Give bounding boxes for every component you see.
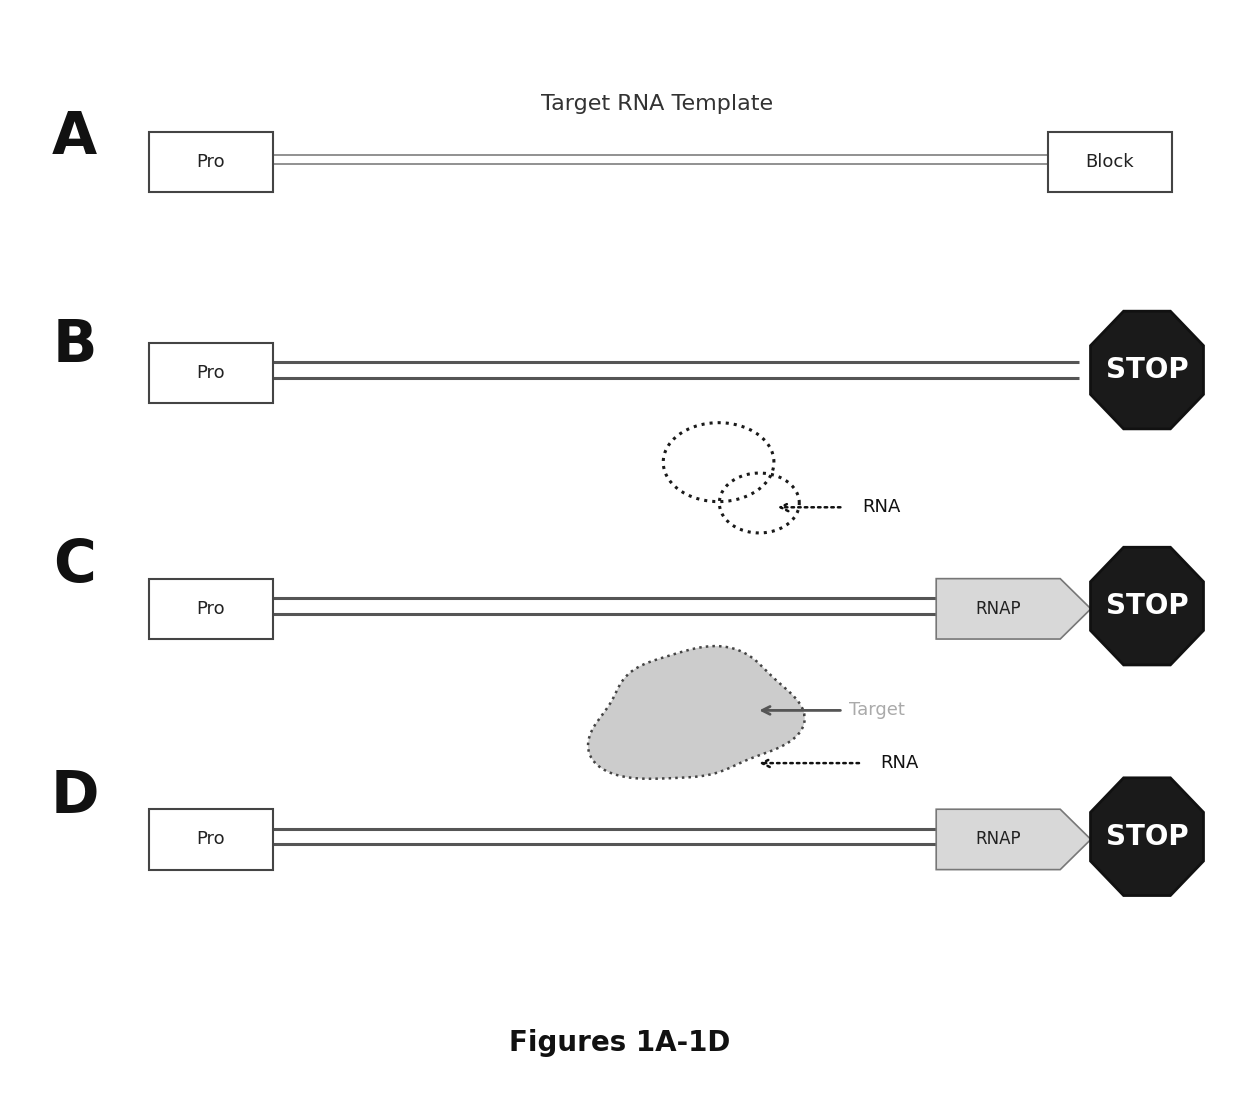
Polygon shape — [1090, 777, 1204, 896]
Text: RNA: RNA — [862, 498, 900, 516]
FancyBboxPatch shape — [149, 343, 273, 403]
FancyBboxPatch shape — [149, 579, 273, 639]
Text: Block: Block — [1085, 153, 1135, 171]
FancyBboxPatch shape — [149, 132, 273, 192]
Polygon shape — [1090, 311, 1204, 429]
FancyBboxPatch shape — [149, 809, 273, 870]
Polygon shape — [1090, 547, 1204, 665]
Polygon shape — [936, 809, 1091, 870]
Text: Pro: Pro — [196, 363, 226, 382]
Text: RNAP: RNAP — [976, 600, 1021, 618]
Text: Target: Target — [849, 702, 905, 719]
Text: RNAP: RNAP — [976, 830, 1021, 849]
Text: D: D — [50, 768, 99, 825]
Text: STOP: STOP — [1106, 822, 1188, 851]
Polygon shape — [936, 579, 1091, 639]
Text: Figures 1A-1D: Figures 1A-1D — [510, 1029, 730, 1057]
Polygon shape — [588, 646, 805, 778]
Text: STOP: STOP — [1106, 592, 1188, 620]
Text: STOP: STOP — [1106, 356, 1188, 384]
Text: Pro: Pro — [196, 153, 226, 171]
Text: Pro: Pro — [196, 600, 226, 618]
FancyBboxPatch shape — [1048, 132, 1172, 192]
Text: Target RNA Template: Target RNA Template — [541, 94, 774, 114]
Text: RNA: RNA — [880, 754, 919, 772]
Text: Pro: Pro — [196, 830, 226, 849]
Text: B: B — [52, 317, 97, 374]
Text: A: A — [52, 109, 97, 166]
Text: C: C — [53, 537, 95, 594]
